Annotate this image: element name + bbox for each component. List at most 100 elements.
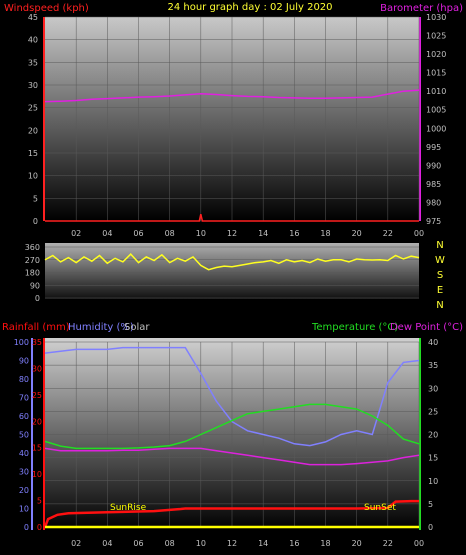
tick-label: 60 <box>19 412 29 421</box>
series-line <box>44 447 420 466</box>
tick-label: 1025 <box>426 32 446 41</box>
windspeed-tick-labels: 0 5 10 15 20 25 30 35 40 45 <box>28 13 38 226</box>
tick-label: 35 <box>28 58 38 67</box>
tick-label: 5 <box>37 497 42 506</box>
tick-label: 30 <box>32 364 42 373</box>
tick-label: 5 <box>428 500 433 509</box>
tick-label: 0 <box>37 523 42 532</box>
tick-label: 20 <box>19 486 29 495</box>
tick-label: 00 <box>414 229 424 238</box>
series-line <box>44 89 420 103</box>
tick-label: 04 <box>102 229 112 238</box>
tick-label: 40 <box>28 36 38 45</box>
tick-label: 10 <box>28 172 38 181</box>
tick-label: 10 <box>196 229 206 238</box>
tick-label: 04 <box>102 539 112 548</box>
tick-label: 990 <box>426 161 441 170</box>
tick-label: 5 <box>33 194 38 203</box>
tick-label: 22 <box>383 539 393 548</box>
tick-label: 02 <box>71 539 81 548</box>
series-line <box>44 403 420 450</box>
series-line <box>44 253 420 271</box>
sunset-label: SunSet <box>364 503 396 513</box>
tick-label: 22 <box>383 229 393 238</box>
tick-label: 16 <box>289 539 299 548</box>
tick-label: 18 <box>320 229 330 238</box>
tick-label: 20 <box>32 417 42 426</box>
direction-tick-labels: 0 90 180 270 360 <box>25 243 40 303</box>
tick-label: 02 <box>71 229 81 238</box>
tick-label: 20 <box>28 126 38 135</box>
tick-label: 360 <box>25 243 40 252</box>
tick-label: 30 <box>28 81 38 90</box>
series-line <box>45 214 419 222</box>
series-line <box>44 346 420 447</box>
tick-label: 180 <box>25 269 40 278</box>
rainfall-axis-label: Rainfall (mm) <box>2 322 70 333</box>
compass-label: W <box>435 255 445 266</box>
tick-label: 18 <box>320 539 330 548</box>
tick-label: 80 <box>19 375 29 384</box>
humidity-axis-label: Humidity (%) <box>68 322 134 333</box>
dewpoint-axis-label: Dew Point (°C) <box>390 322 463 333</box>
compass-label: E <box>437 285 443 296</box>
tick-label: 06 <box>133 229 143 238</box>
tick-label: 40 <box>19 449 29 458</box>
tick-label: 995 <box>426 143 441 152</box>
tick-label: 08 <box>165 229 175 238</box>
tick-label: 12 <box>227 539 237 548</box>
panel1-hour-tick-labels: 02 04 06 08 10 12 14 16 18 20 22 00 <box>71 229 424 238</box>
tick-label: 15 <box>28 149 38 158</box>
tick-label: 15 <box>32 444 42 453</box>
tick-label: 980 <box>426 198 441 207</box>
tick-label: 50 <box>19 431 29 440</box>
tick-label: 985 <box>426 180 441 189</box>
tick-label: 25 <box>32 391 42 400</box>
solar-axis-label: Solar <box>124 322 150 333</box>
tick-label: 10 <box>32 470 42 479</box>
barometer-axis-label: Barometer (hpa) <box>380 3 463 14</box>
tick-label: 16 <box>289 229 299 238</box>
panel1-grid <box>45 16 420 222</box>
humidity-tick-labels: 0 10 20 30 40 50 60 70 80 90 100 <box>14 338 29 532</box>
tick-label: 30 <box>19 468 29 477</box>
tick-label: 35 <box>32 338 42 347</box>
tick-label: 1030 <box>426 13 446 22</box>
tick-label: 45 <box>28 13 38 22</box>
tick-label: 0 <box>428 523 433 532</box>
tick-label: 100 <box>14 338 29 347</box>
tick-label: 08 <box>165 539 175 548</box>
tick-label: 20 <box>428 431 438 440</box>
tick-label: 35 <box>428 361 438 370</box>
tick-label: 0 <box>33 217 38 226</box>
series-line <box>43 499 419 528</box>
tick-label: 00 <box>414 539 424 548</box>
windspeed-axis-label: Windspeed (kph) <box>4 3 89 14</box>
panel3-series <box>43 346 420 529</box>
compass-label: S <box>437 270 443 281</box>
tick-label: 30 <box>428 384 438 393</box>
tick-label: 1015 <box>426 69 446 78</box>
compass-label: N <box>436 300 443 311</box>
tick-label: 20 <box>352 539 362 548</box>
panel3-grid <box>45 341 420 528</box>
tick-label: 25 <box>28 104 38 113</box>
panel2-series <box>44 253 420 271</box>
tick-label: 10 <box>428 477 438 486</box>
panel1-series <box>44 89 420 222</box>
tick-label: 14 <box>258 539 268 548</box>
tick-label: 1000 <box>426 124 446 133</box>
tick-label: 0 <box>24 523 29 532</box>
panel2-grid <box>45 246 419 299</box>
panel-wind-direction <box>45 243 419 299</box>
tick-label: 975 <box>426 217 441 226</box>
rainfall-tick-labels: 0 5 10 15 20 25 30 35 <box>32 338 42 532</box>
barometer-tick-labels: 975 980 985 990 995 1000 1005 1010 1015 1020 1025 1… <box>426 13 446 226</box>
tick-label: 25 <box>428 407 438 416</box>
tick-label: 90 <box>19 357 29 366</box>
tick-label: 20 <box>352 229 362 238</box>
tick-label: 0 <box>35 294 40 303</box>
chart-title: 24 hour graph day : 02 July 2020 <box>167 2 332 13</box>
